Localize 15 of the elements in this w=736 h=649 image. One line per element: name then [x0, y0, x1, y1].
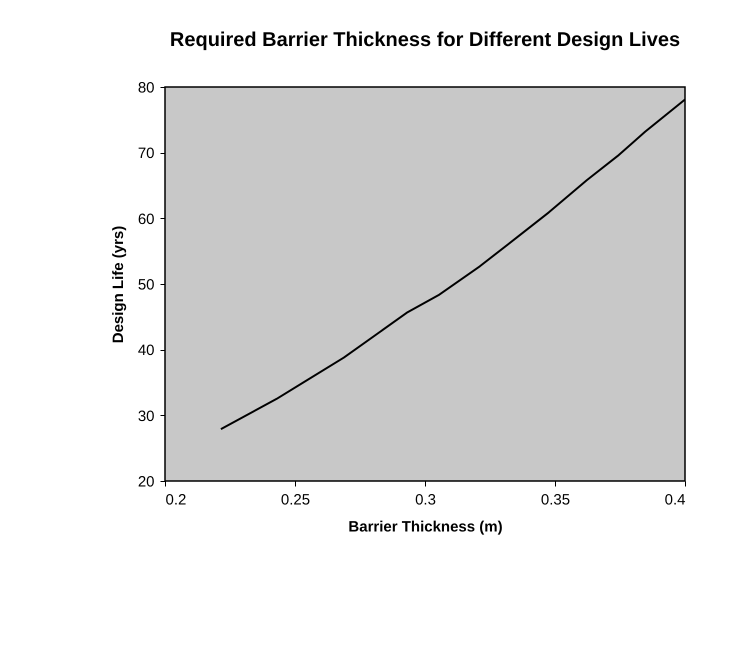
- x-tick-label: 0.4: [664, 492, 686, 508]
- x-tick-label: 0.2: [166, 492, 186, 508]
- chart-title: Required Barrier Thickness for Different Design Lives: [170, 29, 680, 51]
- x-tick-label: 0.3: [415, 492, 436, 508]
- y-tick-label: 30: [138, 408, 154, 425]
- y-tick-label: 20: [138, 474, 154, 490]
- y-tick-label: 50: [138, 276, 154, 294]
- y-tick-label: 60: [138, 210, 154, 228]
- y-axis-title: Design Life (yrs): [110, 226, 127, 344]
- y-tick-label: 70: [138, 145, 154, 162]
- y-tick-label: 80: [138, 80, 154, 96]
- y-tick-label: 40: [138, 342, 154, 360]
- x-tick-label: 0.35: [540, 492, 570, 508]
- x-tick-label: 0.25: [280, 492, 310, 508]
- x-axis-title: Barrier Thickness (m): [348, 518, 503, 536]
